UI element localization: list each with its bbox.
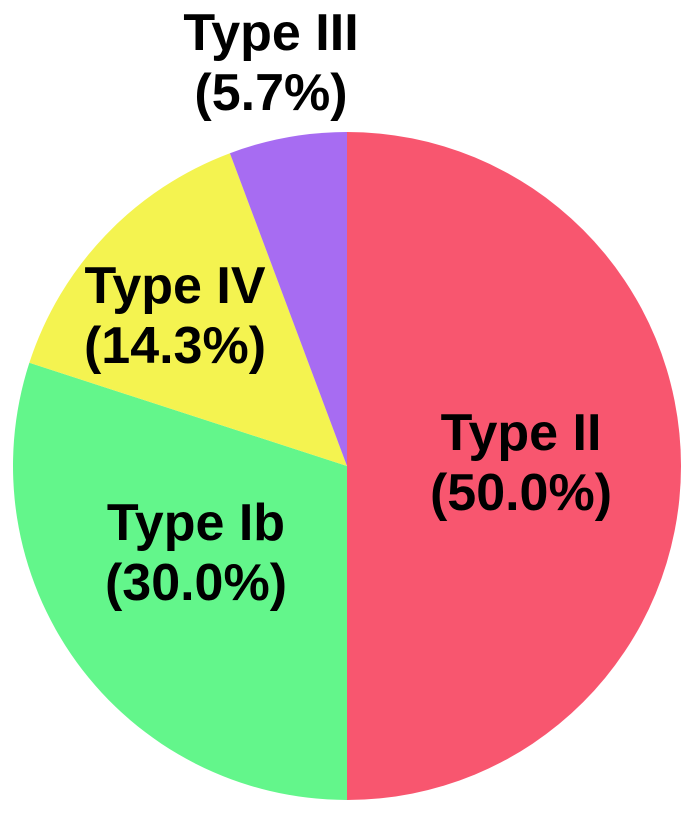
pie-slice-type-ib (13, 362, 347, 800)
slice-label-type-ii: Type II (50.0%) (430, 404, 612, 522)
pie-slice-type-iii (229, 132, 347, 466)
slice-label-type-iv: Type IV (14.3%) (84, 257, 266, 375)
slice-label-type-iii: Type III (5.7%) (183, 4, 358, 122)
slice-label-type-ib: Type Ib (30.0%) (105, 494, 287, 612)
pie-slice-type-iv (29, 153, 347, 466)
pie-slice-type-ii (347, 132, 681, 800)
